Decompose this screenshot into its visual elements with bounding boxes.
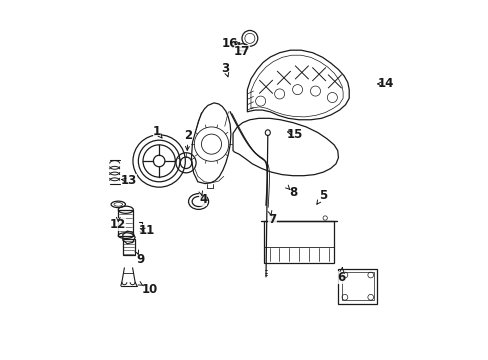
Text: 10: 10 [141,283,157,296]
Text: 13: 13 [121,174,137,187]
Text: 6: 6 [337,271,345,284]
Text: 14: 14 [377,77,393,90]
Text: 7: 7 [268,213,276,226]
Text: 1: 1 [152,125,161,138]
Text: 12: 12 [110,218,126,231]
Text: 11: 11 [139,224,155,238]
Text: 9: 9 [136,253,144,266]
Text: 8: 8 [288,186,296,199]
Text: 3: 3 [221,62,229,75]
Text: 5: 5 [319,189,327,202]
Text: 16: 16 [221,36,237,50]
Text: 4: 4 [199,193,207,206]
Text: 15: 15 [286,127,302,141]
Text: 2: 2 [183,129,191,142]
Text: 17: 17 [233,45,249,58]
